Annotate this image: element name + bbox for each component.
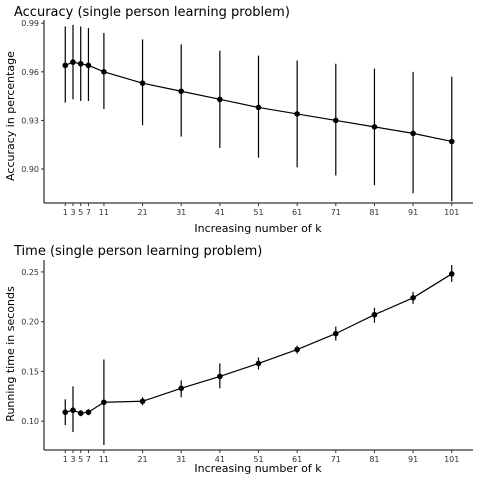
accuracy-panel: Accuracy (single person learning problem… — [4, 5, 473, 235]
time-x-tick-label: 3 — [70, 455, 75, 464]
time-x-ticks: 1 3 5 7 11 21 31 41 51 61 71 81 91 101 — [63, 450, 459, 464]
time-data-point — [178, 385, 185, 392]
time-series — [62, 264, 455, 446]
accuracy-x-tick-label: 71 — [331, 208, 341, 217]
accuracy-x-tick-label: 51 — [253, 208, 263, 217]
time-x-tick-label: 21 — [137, 455, 147, 464]
accuracy-y-tick-label: 0.99 — [21, 19, 39, 28]
accuracy-y-ticks: 0.90 0.93 0.96 0.99 — [21, 19, 44, 174]
time-y-tick-label: 0.25 — [21, 268, 39, 277]
accuracy-x-tick-label: 3 — [70, 208, 75, 217]
accuracy-data-point — [139, 80, 146, 86]
time-x-tick-label: 91 — [408, 455, 418, 464]
accuracy-series — [62, 24, 455, 202]
time-data-point — [448, 271, 455, 277]
time-x-tick-label: 61 — [292, 455, 302, 464]
accuracy-x-tick-label: 91 — [408, 208, 418, 217]
accuracy-x-tick-label: 81 — [369, 208, 379, 217]
accuracy-data-point — [85, 62, 92, 69]
accuracy-x-tick-label: 11 — [99, 208, 109, 217]
accuracy-y-axis-label: Accuracy in percentage — [4, 51, 17, 181]
accuracy-x-tick-label: 41 — [215, 208, 225, 217]
time-x-tick-label: 31 — [176, 455, 186, 464]
accuracy-x-tick-label: 31 — [176, 208, 186, 217]
accuracy-data-point — [255, 104, 262, 111]
time-data-point — [255, 360, 262, 367]
accuracy-data-point — [217, 96, 223, 103]
accuracy-data-point — [101, 69, 107, 75]
time-y-tick-label: 0.15 — [21, 367, 39, 376]
time-title: Time (single person learning problem) — [13, 244, 262, 259]
time-x-tick-label: 7 — [86, 455, 91, 464]
time-data-point — [62, 409, 69, 415]
time-x-tick-label: 1 — [63, 455, 68, 464]
accuracy-data-point — [178, 88, 185, 95]
accuracy-data-point — [77, 60, 84, 67]
accuracy-x-axis-label: Increasing number of k — [194, 222, 322, 235]
time-x-tick-label: 81 — [369, 455, 379, 464]
accuracy-x-tick-label: 61 — [292, 208, 302, 217]
time-data-point — [294, 346, 300, 353]
time-data-point — [139, 398, 146, 405]
time-x-axis-label: Increasing number of k — [194, 462, 322, 475]
accuracy-data-point — [448, 138, 455, 145]
time-x-tick-label: 101 — [444, 455, 459, 464]
time-y-ticks: 0.10 0.15 0.20 0.25 — [21, 268, 44, 426]
time-data-point — [101, 399, 107, 406]
time-x-tick-label: 41 — [215, 455, 225, 464]
time-data-point — [70, 407, 76, 414]
time-data-point — [332, 330, 339, 337]
accuracy-data-point — [70, 59, 76, 65]
accuracy-data-point — [294, 111, 300, 117]
time-data-point — [85, 409, 92, 415]
accuracy-data-point — [62, 62, 69, 69]
accuracy-y-tick-label: 0.90 — [21, 165, 39, 174]
time-y-tick-label: 0.10 — [21, 417, 39, 426]
time-y-tick-label: 0.20 — [21, 318, 39, 327]
accuracy-data-point — [371, 124, 378, 130]
accuracy-data-point — [410, 130, 416, 137]
accuracy-title: Accuracy (single person learning problem… — [14, 5, 290, 20]
time-x-tick-label: 11 — [99, 455, 109, 464]
time-x-tick-label: 5 — [78, 455, 83, 464]
accuracy-y-tick-label: 0.93 — [21, 116, 39, 125]
accuracy-y-tick-label: 0.96 — [21, 68, 39, 77]
accuracy-x-tick-label: 101 — [444, 208, 459, 217]
accuracy-x-ticks: 1 3 5 7 11 21 31 41 51 61 71 81 91 101 — [63, 203, 459, 217]
accuracy-x-tick-label: 1 — [63, 208, 68, 217]
accuracy-x-tick-label: 5 — [78, 208, 83, 217]
time-data-point — [77, 410, 84, 416]
time-data-point — [410, 295, 416, 301]
time-y-axis-label: Running time in seconds — [4, 286, 17, 422]
time-data-point — [217, 373, 223, 380]
accuracy-x-tick-label: 21 — [137, 208, 147, 217]
time-data-point — [371, 311, 378, 318]
time-x-tick-label: 51 — [253, 455, 263, 464]
time-x-tick-label: 71 — [331, 455, 341, 464]
accuracy-data-point — [332, 117, 339, 124]
time-panel: Time (single person learning problem) Ru… — [4, 244, 473, 475]
accuracy-x-tick-label: 7 — [86, 208, 91, 217]
